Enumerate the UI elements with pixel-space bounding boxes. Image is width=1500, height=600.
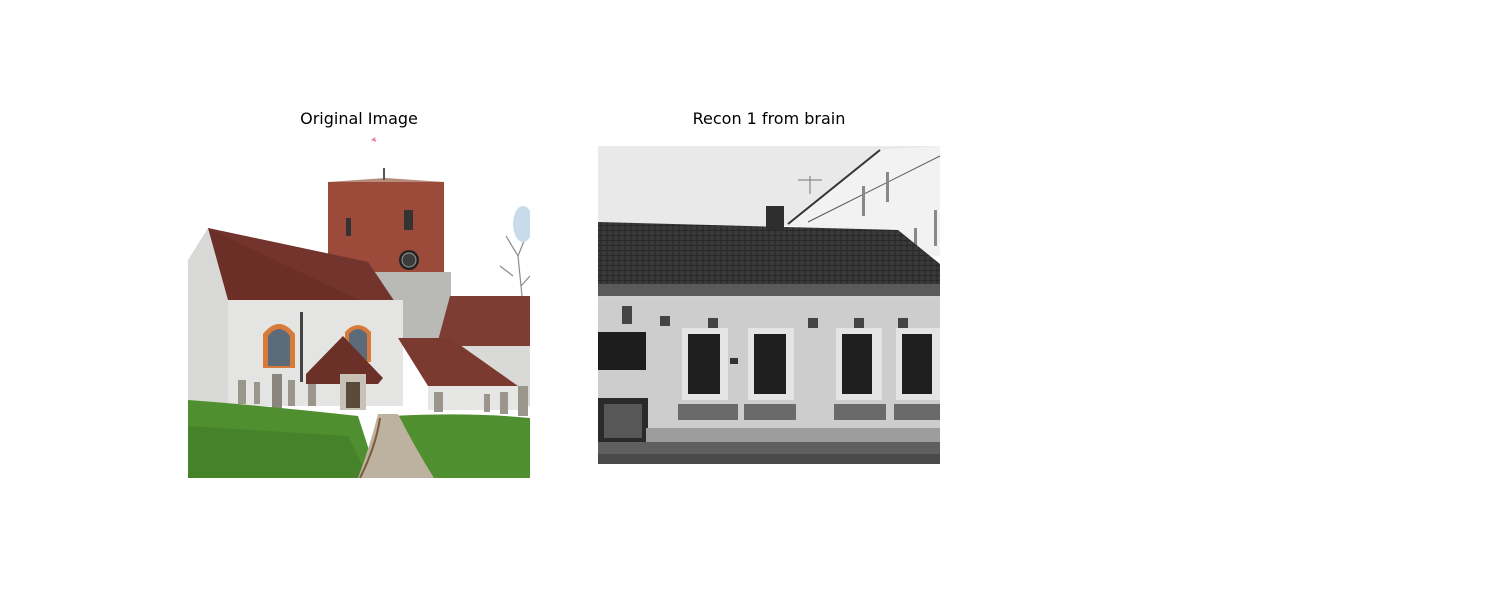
original-image xyxy=(188,136,530,478)
panel-title-recon: Recon 1 from brain xyxy=(692,109,846,128)
panel-title-original: Original Image xyxy=(300,109,418,128)
recon-image-panel: Recon 1 from brain xyxy=(598,108,940,478)
original-image-panel: Original Image xyxy=(188,108,530,478)
recon-image xyxy=(598,136,940,478)
